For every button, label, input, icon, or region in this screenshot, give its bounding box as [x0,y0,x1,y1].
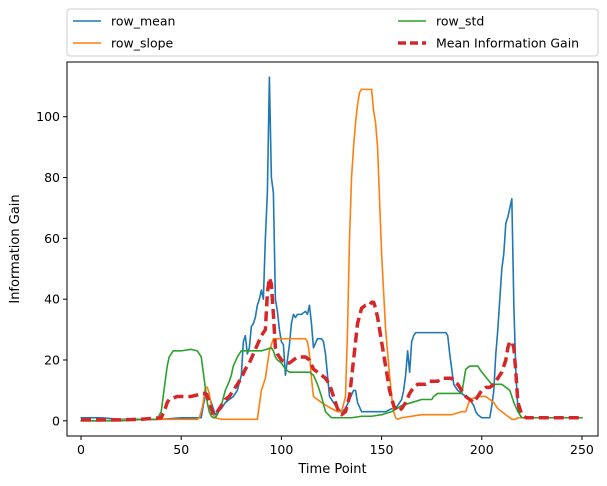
x-tick-label: 200 [470,442,494,457]
series-line-mean-information-gain [81,276,582,422]
legend-label: row_slope [111,36,174,51]
legend-label: row_std [436,14,484,29]
y-axis-label: Information Gain [8,194,23,303]
series-line-row-slope [80,88,583,422]
y-tick-label: 20 [44,352,60,367]
legend-box [66,8,599,57]
legend-label: row_mean [111,14,175,29]
x-tick-label: 250 [570,442,594,457]
legend: row_mean row_slope row_std Mean Information… [66,8,599,57]
x-tick-label: 0 [77,442,85,457]
x-tick-label: 50 [173,442,189,457]
plot-area [80,76,583,422]
legend-label: Mean Information Gain [436,36,579,51]
y-tick-label: 100 [36,109,60,124]
y-tick-label: 0 [52,413,60,428]
y-tick-label: 40 [44,292,60,307]
axes: 0 50 100 150 200 250 0 20 40 60 80 100 [36,61,599,457]
x-axis-label: Time Point [297,462,366,477]
y-tick-label: 80 [44,170,60,185]
y-tick-label: 60 [44,231,60,246]
x-tick-label: 100 [269,442,293,457]
axes-frame [66,61,599,437]
series-line-row-std [80,347,583,422]
x-tick-label: 150 [370,442,394,457]
series-line-row-mean [80,76,583,421]
